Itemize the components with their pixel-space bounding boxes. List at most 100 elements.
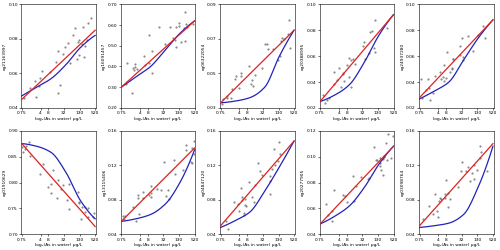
Point <box>334 66 342 70</box>
Point <box>470 163 478 167</box>
Point <box>256 169 264 173</box>
Point <box>242 203 250 207</box>
Point <box>83 38 91 42</box>
Point <box>177 40 185 44</box>
Point <box>84 22 92 26</box>
Point <box>376 161 384 165</box>
X-axis label: log₂(As in water) μg/L: log₂(As in water) μg/L <box>334 243 380 247</box>
Point <box>118 214 126 218</box>
Point <box>144 61 152 65</box>
Point <box>189 22 197 26</box>
Point <box>56 83 64 87</box>
Point <box>377 168 385 172</box>
Point <box>252 73 260 77</box>
Point <box>444 205 452 209</box>
Point <box>458 36 466 40</box>
Y-axis label: cg06322054: cg06322054 <box>202 42 205 70</box>
Point <box>328 220 336 224</box>
Point <box>266 174 274 178</box>
Point <box>172 25 180 29</box>
Point <box>322 202 330 206</box>
Point <box>376 164 384 168</box>
Point <box>454 184 462 188</box>
Point <box>448 66 456 70</box>
Point <box>286 46 294 50</box>
Point <box>82 205 90 209</box>
Point <box>276 152 284 156</box>
Point <box>340 71 347 75</box>
Point <box>450 57 458 61</box>
Point <box>220 97 228 101</box>
Point <box>224 94 232 98</box>
Point <box>271 163 279 167</box>
Point <box>166 26 174 30</box>
Point <box>361 57 369 61</box>
Point <box>340 194 348 198</box>
Point <box>431 192 439 196</box>
Point <box>66 61 74 65</box>
Point <box>350 200 358 203</box>
Point <box>232 74 240 78</box>
Point <box>73 57 81 61</box>
Point <box>54 178 62 182</box>
Point <box>227 96 235 100</box>
Y-axis label: cg24937280: cg24937280 <box>400 42 404 70</box>
Point <box>245 64 253 68</box>
Point <box>170 158 178 162</box>
Point <box>379 173 387 177</box>
Point <box>371 18 379 22</box>
Point <box>472 168 480 172</box>
Point <box>442 178 450 182</box>
Point <box>346 56 354 60</box>
Point <box>80 25 88 29</box>
Point <box>222 96 230 100</box>
X-axis label: log₂(As in water) μg/L: log₂(As in water) μg/L <box>134 243 182 247</box>
Point <box>268 168 276 172</box>
Point <box>75 200 83 204</box>
Point <box>161 42 169 46</box>
Point <box>382 141 390 145</box>
Point <box>419 217 427 221</box>
Point <box>238 195 246 199</box>
Point <box>176 24 184 28</box>
Point <box>440 63 448 67</box>
Point <box>57 188 65 192</box>
Point <box>418 236 426 240</box>
Point <box>348 57 356 61</box>
Point <box>251 183 259 187</box>
Point <box>65 207 73 211</box>
Point <box>148 184 156 188</box>
Point <box>441 192 449 196</box>
Point <box>181 40 189 44</box>
X-axis label: log₂(As in water) μg/L: log₂(As in water) μg/L <box>234 117 281 121</box>
Point <box>348 174 356 178</box>
Point <box>128 205 136 209</box>
Point <box>266 192 274 196</box>
Point <box>54 91 62 95</box>
Point <box>147 195 155 199</box>
Point <box>120 214 128 218</box>
Point <box>238 198 246 202</box>
Point <box>248 195 256 199</box>
Point <box>180 168 188 172</box>
Point <box>236 72 244 76</box>
Point <box>474 33 482 37</box>
Point <box>330 188 338 192</box>
Point <box>449 58 457 62</box>
Point <box>324 212 332 216</box>
Point <box>24 140 32 144</box>
Point <box>182 22 190 26</box>
Y-axis label: cg20388995: cg20388995 <box>301 42 305 70</box>
Point <box>44 185 52 189</box>
Point <box>122 82 130 86</box>
Point <box>74 201 82 205</box>
Point <box>446 70 454 74</box>
X-axis label: log₂(As in water) μg/L: log₂(As in water) μg/L <box>334 117 380 121</box>
Point <box>59 52 67 56</box>
Point <box>218 111 226 115</box>
Point <box>479 24 487 28</box>
Point <box>358 175 366 179</box>
Point <box>324 98 332 102</box>
Point <box>148 50 156 54</box>
Point <box>456 44 464 48</box>
